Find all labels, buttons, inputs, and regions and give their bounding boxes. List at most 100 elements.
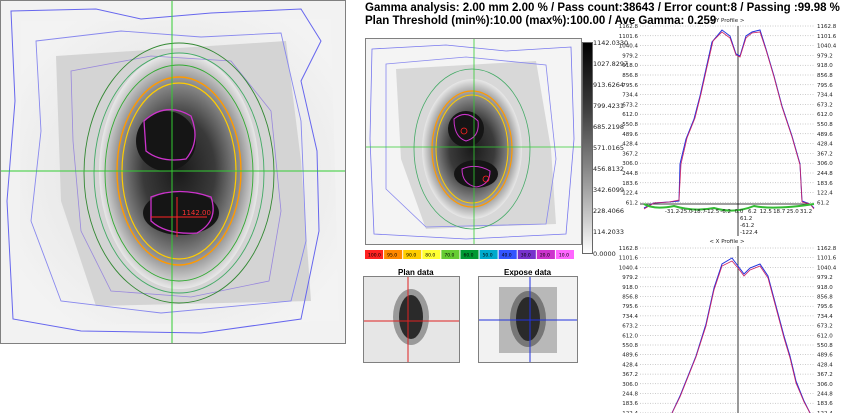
isodose-swatch-label: 50.0: [483, 253, 493, 259]
profile-right-tick: 673.2: [817, 324, 833, 330]
profile-left-tick: 1040.4: [619, 265, 639, 271]
isodose-swatch: [422, 250, 441, 259]
profile-right-tick: 795.6: [817, 83, 833, 89]
profile-right-tick: 183.6: [817, 181, 833, 187]
colorbar-label: 913.6264: [593, 81, 625, 89]
isodose-swatch: [536, 250, 555, 259]
y-profile-chart[interactable]: < Y Profile > 1162.8 1162.8 1101.6 1101.6 10…: [614, 14, 841, 236]
profile-left-tick: 856.8: [622, 73, 638, 79]
colorbar-label: 228.4066: [593, 207, 625, 215]
profile-right-tick: 1101.6: [817, 34, 837, 40]
profile-right-tick: 612.0: [817, 333, 833, 339]
colorbar-label: 571.0165: [593, 144, 625, 152]
expose-data-thumbnail[interactable]: [478, 276, 578, 363]
profile-right-tick: 367.2: [817, 372, 833, 378]
profile-right-tick: 1101.6: [817, 256, 837, 262]
colorbar-label: 114.2033: [593, 228, 625, 236]
isodose-swatch-label: 30.0: [521, 253, 531, 259]
isodose-swatch-label: 10.0: [559, 253, 569, 259]
isodose-swatch: [460, 250, 479, 259]
profile-right-tick: 550.8: [817, 122, 833, 128]
colorbar-label: 342.6099: [593, 186, 625, 194]
profile-right-tick: 734.4: [817, 93, 833, 99]
profile-left-tick: 1162.8: [619, 24, 639, 30]
profile-right-tick: 856.8: [817, 295, 833, 301]
profile-left-tick: 550.8: [622, 343, 638, 349]
y-profile-x-tick: 25.0: [786, 209, 799, 215]
profile-right-tick: 367.2: [817, 151, 833, 157]
profile-right-tick: 795.6: [817, 304, 833, 310]
colorbar-label: 456.8132: [593, 165, 625, 173]
isodose-swatch: [479, 250, 498, 259]
isodose-swatch-label: 100.0: [368, 253, 381, 259]
profile-right-tick: 183.6: [817, 401, 833, 407]
profile-left-tick: 306.0: [622, 161, 638, 167]
plan-data-thumbnail[interactable]: [363, 276, 460, 363]
isodose-swatch: [384, 250, 403, 259]
isodose-swatch-label: 95.0: [387, 253, 397, 259]
y-profile-x-tick: -25.0: [678, 209, 693, 215]
profile-right-tick: 918.0: [817, 63, 833, 69]
profile-left-tick: 856.8: [622, 295, 638, 301]
profile-right-tick: 244.8: [817, 392, 833, 398]
profile-left-tick: 61.2: [626, 200, 638, 206]
y-profile-x-tick: 31.2: [800, 209, 812, 215]
colorbar-label: 0.0000: [593, 250, 616, 258]
profile-right-tick: 979.2: [817, 275, 833, 281]
main-dose-map[interactable]: 1142.00: [0, 0, 346, 344]
profile-left-tick: 673.2: [622, 102, 638, 108]
profile-right-tick: 122.4: [817, 191, 833, 197]
profile-right-tick: 306.0: [817, 161, 833, 167]
y-profile-x-tick: -12.5: [705, 209, 720, 215]
profile-right-tick: 856.8: [817, 73, 833, 79]
isodose-swatch: [498, 250, 517, 259]
gamma-analysis-summary: Gamma analysis: 2.00 mm 2.00 % / Pass co…: [365, 2, 840, 14]
profile-left-tick: 612.0: [622, 333, 638, 339]
profile-right-tick: 612.0: [817, 112, 833, 118]
profile-right-tick: 1040.4: [817, 44, 837, 50]
y-profile-center-label: 61.2: [740, 216, 752, 222]
isodose-swatch-label: 20.0: [540, 253, 550, 259]
y-profile-x-tick: 6.2: [748, 209, 757, 215]
x-profile-title: < X Profile >: [709, 239, 745, 245]
isodose-swatch-label: 60.0: [463, 253, 473, 259]
profile-left-tick: 979.2: [622, 275, 638, 281]
profile-left-tick: 550.8: [622, 122, 638, 128]
plan-data-title: Plan data: [398, 268, 434, 277]
profile-left-tick: 1162.8: [619, 246, 639, 252]
y-profile-center-label: -61.2: [740, 223, 754, 229]
isodose-swatch: [441, 250, 460, 259]
profile-left-tick: 918.0: [622, 285, 638, 291]
profile-left-tick: 734.4: [622, 93, 638, 99]
profile-right-tick: 673.2: [817, 102, 833, 108]
profile-left-tick: 489.6: [622, 132, 638, 138]
y-profile-x-tick: -31.2: [665, 209, 679, 215]
profile-right-tick: 1040.4: [817, 265, 837, 271]
profile-left-tick: 489.6: [622, 353, 638, 359]
x-profile-chart[interactable]: < X Profile > 1162.8 1162.8 1101.6 1101.6 10…: [614, 236, 841, 413]
profile-left-tick: 244.8: [622, 392, 638, 398]
y-profile-x-tick: -6.2: [720, 209, 731, 215]
isodose-swatch: [403, 250, 422, 259]
isodose-swatch-label: 80.0: [425, 253, 435, 259]
isodose-legend: 100.0 95.0 90.0 80.0 70.0 60.0 50.0 40.0 30.0 20.…: [365, 250, 574, 259]
profile-left-tick: 1040.4: [619, 44, 639, 50]
profile-right-tick: 306.0: [817, 382, 833, 388]
colorbar-label: 1142.0330: [593, 39, 629, 47]
gamma-map[interactable]: [365, 38, 582, 245]
profile-right-tick: 979.2: [817, 53, 833, 59]
profile-right-tick: 489.6: [817, 353, 833, 359]
profile-left-tick: 1101.6: [619, 256, 639, 262]
profile-right-tick: 1162.8: [817, 24, 837, 30]
isodose-swatch-label: 40.0: [502, 253, 512, 259]
y-profile-x-tick: -18.7: [692, 209, 707, 215]
profile-right-tick: 428.4: [817, 142, 833, 148]
profile-left-tick: 673.2: [622, 324, 638, 330]
profile-left-tick: 795.6: [622, 304, 638, 310]
profile-left-tick: 244.8: [622, 171, 638, 177]
profile-right-tick: 1162.8: [817, 246, 837, 252]
profile-left-tick: 367.2: [622, 151, 638, 157]
expose-data-title: Expose data: [504, 268, 552, 277]
profile-left-tick: 795.6: [622, 83, 638, 89]
plan-threshold-summary: Plan Threshold (min%):10.00 (max%):100.0…: [365, 15, 717, 27]
